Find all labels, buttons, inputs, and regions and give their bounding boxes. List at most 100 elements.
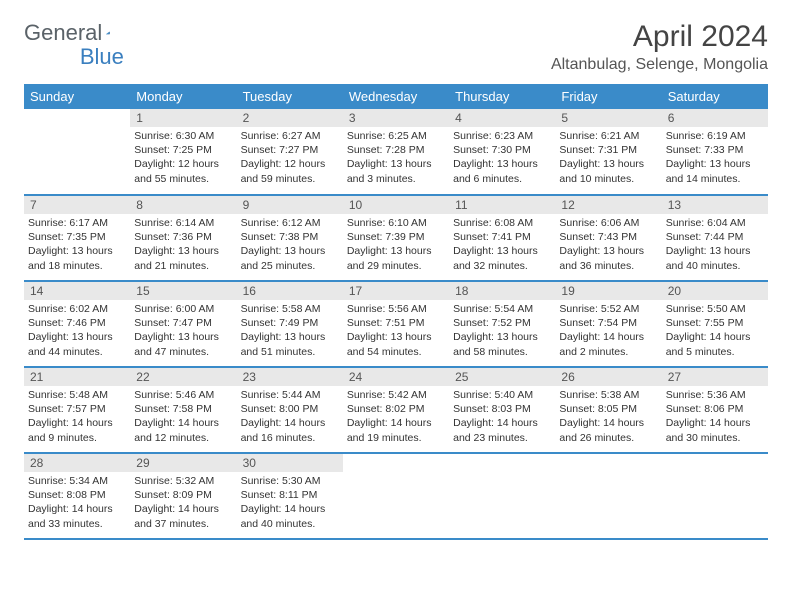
day-header-sun: Sunday (24, 84, 130, 109)
sunrise-text: Sunrise: 6:23 AM (453, 129, 551, 143)
day-number: 15 (130, 282, 236, 300)
sunset-text: Sunset: 7:44 PM (666, 230, 764, 244)
day-cell (555, 453, 661, 539)
day-number: 23 (237, 368, 343, 386)
sunrise-text: Sunrise: 5:32 AM (134, 474, 232, 488)
daylight-text: Daylight: 13 hours and 51 minutes. (241, 330, 339, 358)
day-number: 25 (449, 368, 555, 386)
day-header-tue: Tuesday (237, 84, 343, 109)
sunrise-text: Sunrise: 5:58 AM (241, 302, 339, 316)
daylight-text: Daylight: 13 hours and 29 minutes. (347, 244, 445, 272)
day-cell: 4Sunrise: 6:23 AMSunset: 7:30 PMDaylight… (449, 109, 555, 195)
day-cell: 5Sunrise: 6:21 AMSunset: 7:31 PMDaylight… (555, 109, 661, 195)
sunrise-text: Sunrise: 6:21 AM (559, 129, 657, 143)
sunset-text: Sunset: 7:43 PM (559, 230, 657, 244)
sunset-text: Sunset: 7:30 PM (453, 143, 551, 157)
daylight-text: Daylight: 14 hours and 19 minutes. (347, 416, 445, 444)
sunrise-text: Sunrise: 5:38 AM (559, 388, 657, 402)
day-number: 28 (24, 454, 130, 472)
day-number: 16 (237, 282, 343, 300)
day-body: Sunrise: 6:17 AMSunset: 7:35 PMDaylight:… (24, 214, 130, 277)
daylight-text: Daylight: 14 hours and 33 minutes. (28, 502, 126, 530)
day-body: Sunrise: 5:58 AMSunset: 7:49 PMDaylight:… (237, 300, 343, 363)
day-cell: 15Sunrise: 6:00 AMSunset: 7:47 PMDayligh… (130, 281, 236, 367)
calendar-body: 1Sunrise: 6:30 AMSunset: 7:25 PMDaylight… (24, 109, 768, 539)
day-body: Sunrise: 6:12 AMSunset: 7:38 PMDaylight:… (237, 214, 343, 277)
sunrise-text: Sunrise: 6:17 AM (28, 216, 126, 230)
daylight-text: Daylight: 14 hours and 5 minutes. (666, 330, 764, 358)
sunset-text: Sunset: 8:05 PM (559, 402, 657, 416)
daylight-text: Daylight: 13 hours and 32 minutes. (453, 244, 551, 272)
day-body: Sunrise: 5:30 AMSunset: 8:11 PMDaylight:… (237, 472, 343, 535)
day-body: Sunrise: 5:44 AMSunset: 8:00 PMDaylight:… (237, 386, 343, 449)
sunrise-text: Sunrise: 5:56 AM (347, 302, 445, 316)
sunrise-text: Sunrise: 5:46 AM (134, 388, 232, 402)
day-number: 1 (130, 109, 236, 127)
day-cell: 23Sunrise: 5:44 AMSunset: 8:00 PMDayligh… (237, 367, 343, 453)
daylight-text: Daylight: 13 hours and 10 minutes. (559, 157, 657, 185)
day-number: 12 (555, 196, 661, 214)
sunset-text: Sunset: 7:47 PM (134, 316, 232, 330)
week-row: 1Sunrise: 6:30 AMSunset: 7:25 PMDaylight… (24, 109, 768, 195)
day-body: Sunrise: 5:36 AMSunset: 8:06 PMDaylight:… (662, 386, 768, 449)
daylight-text: Daylight: 14 hours and 16 minutes. (241, 416, 339, 444)
daylight-text: Daylight: 14 hours and 2 minutes. (559, 330, 657, 358)
sunrise-text: Sunrise: 6:19 AM (666, 129, 764, 143)
sunrise-text: Sunrise: 5:48 AM (28, 388, 126, 402)
day-cell: 21Sunrise: 5:48 AMSunset: 7:57 PMDayligh… (24, 367, 130, 453)
day-body: Sunrise: 6:14 AMSunset: 7:36 PMDaylight:… (130, 214, 236, 277)
day-number: 22 (130, 368, 236, 386)
daylight-text: Daylight: 13 hours and 36 minutes. (559, 244, 657, 272)
daylight-text: Daylight: 13 hours and 21 minutes. (134, 244, 232, 272)
day-cell: 25Sunrise: 5:40 AMSunset: 8:03 PMDayligh… (449, 367, 555, 453)
day-cell (343, 453, 449, 539)
sunrise-text: Sunrise: 5:36 AM (666, 388, 764, 402)
daylight-text: Daylight: 14 hours and 26 minutes. (559, 416, 657, 444)
day-body: Sunrise: 5:32 AMSunset: 8:09 PMDaylight:… (130, 472, 236, 535)
day-number: 19 (555, 282, 661, 300)
day-body: Sunrise: 5:50 AMSunset: 7:55 PMDaylight:… (662, 300, 768, 363)
sunset-text: Sunset: 8:08 PM (28, 488, 126, 502)
sunset-text: Sunset: 7:28 PM (347, 143, 445, 157)
daylight-text: Daylight: 13 hours and 14 minutes. (666, 157, 764, 185)
day-header-row: Sunday Monday Tuesday Wednesday Thursday… (24, 84, 768, 109)
daylight-text: Daylight: 13 hours and 58 minutes. (453, 330, 551, 358)
month-title: April 2024 (551, 20, 768, 54)
sunset-text: Sunset: 8:00 PM (241, 402, 339, 416)
day-cell (662, 453, 768, 539)
day-number: 3 (343, 109, 449, 127)
day-body: Sunrise: 5:38 AMSunset: 8:05 PMDaylight:… (555, 386, 661, 449)
location-text: Altanbulag, Selenge, Mongolia (551, 56, 768, 74)
sunset-text: Sunset: 7:36 PM (134, 230, 232, 244)
day-number: 8 (130, 196, 236, 214)
day-cell: 1Sunrise: 6:30 AMSunset: 7:25 PMDaylight… (130, 109, 236, 195)
sunrise-text: Sunrise: 6:14 AM (134, 216, 232, 230)
sunrise-text: Sunrise: 6:25 AM (347, 129, 445, 143)
daylight-text: Daylight: 13 hours and 54 minutes. (347, 330, 445, 358)
day-body: Sunrise: 5:34 AMSunset: 8:08 PMDaylight:… (24, 472, 130, 535)
day-cell: 9Sunrise: 6:12 AMSunset: 7:38 PMDaylight… (237, 195, 343, 281)
day-body: Sunrise: 6:21 AMSunset: 7:31 PMDaylight:… (555, 127, 661, 190)
daylight-text: Daylight: 13 hours and 40 minutes. (666, 244, 764, 272)
day-cell: 20Sunrise: 5:50 AMSunset: 7:55 PMDayligh… (662, 281, 768, 367)
logo-text-part1: General (24, 20, 102, 46)
day-cell (449, 453, 555, 539)
sunset-text: Sunset: 7:54 PM (559, 316, 657, 330)
day-number: 14 (24, 282, 130, 300)
day-header-fri: Friday (555, 84, 661, 109)
sunset-text: Sunset: 7:41 PM (453, 230, 551, 244)
sunrise-text: Sunrise: 6:30 AM (134, 129, 232, 143)
day-cell: 6Sunrise: 6:19 AMSunset: 7:33 PMDaylight… (662, 109, 768, 195)
day-cell: 26Sunrise: 5:38 AMSunset: 8:05 PMDayligh… (555, 367, 661, 453)
daylight-text: Daylight: 13 hours and 25 minutes. (241, 244, 339, 272)
day-cell: 19Sunrise: 5:52 AMSunset: 7:54 PMDayligh… (555, 281, 661, 367)
day-number: 24 (343, 368, 449, 386)
sunset-text: Sunset: 7:49 PM (241, 316, 339, 330)
daylight-text: Daylight: 14 hours and 30 minutes. (666, 416, 764, 444)
sunrise-text: Sunrise: 6:10 AM (347, 216, 445, 230)
daylight-text: Daylight: 14 hours and 9 minutes. (28, 416, 126, 444)
sunset-text: Sunset: 8:03 PM (453, 402, 551, 416)
day-cell: 29Sunrise: 5:32 AMSunset: 8:09 PMDayligh… (130, 453, 236, 539)
sunrise-text: Sunrise: 5:34 AM (28, 474, 126, 488)
day-number: 9 (237, 196, 343, 214)
